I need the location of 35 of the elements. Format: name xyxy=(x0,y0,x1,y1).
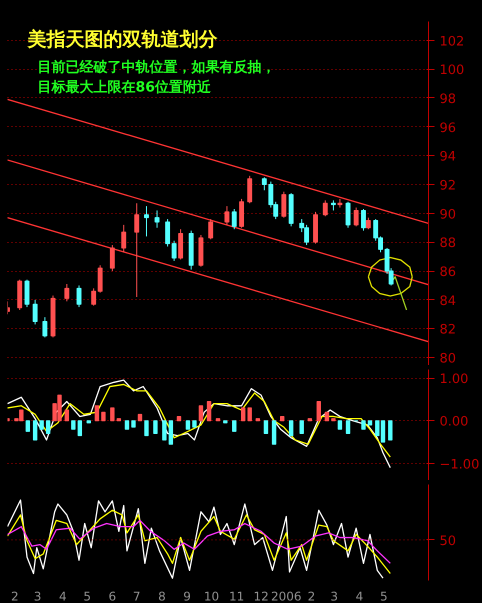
y-tick-label: 94 xyxy=(440,150,456,165)
x-tick-label: 6 xyxy=(108,590,116,603)
y-tick-label: 84 xyxy=(440,294,456,309)
x-tick-label: 10 xyxy=(204,590,220,603)
annotation: 目标最大上限在86位置附近 xyxy=(38,78,212,96)
x-tick-label: 7 xyxy=(132,590,141,603)
x-tick-label: 5 xyxy=(380,590,388,603)
x-tick-label: 4 xyxy=(356,590,364,603)
y-tick-label: 90 xyxy=(440,207,456,222)
text: 50 xyxy=(440,534,456,549)
y-tick-label: 102 xyxy=(440,34,464,50)
x-tick-label: 2 xyxy=(308,590,316,603)
y-tick-label: 96 xyxy=(440,120,456,136)
y-tick-label: 0.00 xyxy=(440,414,468,430)
y-tick-label: 98 xyxy=(440,92,456,107)
y-tick-label: 88 xyxy=(440,236,456,252)
y-tick-label: 1.00 xyxy=(440,372,468,388)
y-tick-label: −1.00 xyxy=(440,457,480,472)
y-tick-label: 86 xyxy=(440,265,456,280)
chart-title: 美指天图的双轨道划分 xyxy=(26,28,218,50)
x-tick-label: 2 xyxy=(10,590,19,603)
x-tick-label: 12 xyxy=(253,590,269,603)
x-tick-label: 5 xyxy=(83,590,91,603)
x-tick-label: 2006 xyxy=(271,590,302,603)
x-tick-label: 3 xyxy=(34,590,42,603)
x-tick-label: 3 xyxy=(330,590,338,603)
x-tick-label: 11 xyxy=(229,590,244,603)
annotation: 目前已经破了中轨位置，如果有反抽， xyxy=(38,58,276,76)
x-tick-label: 9 xyxy=(183,590,191,603)
y-tick-label: 82 xyxy=(440,322,456,338)
y-tick-label: 100 xyxy=(440,63,464,78)
y-tick-label: 92 xyxy=(440,178,456,194)
x-tick-label: 8 xyxy=(158,590,166,603)
x-tick-label: 4 xyxy=(58,590,67,603)
y-tick-label: 80 xyxy=(440,352,456,367)
